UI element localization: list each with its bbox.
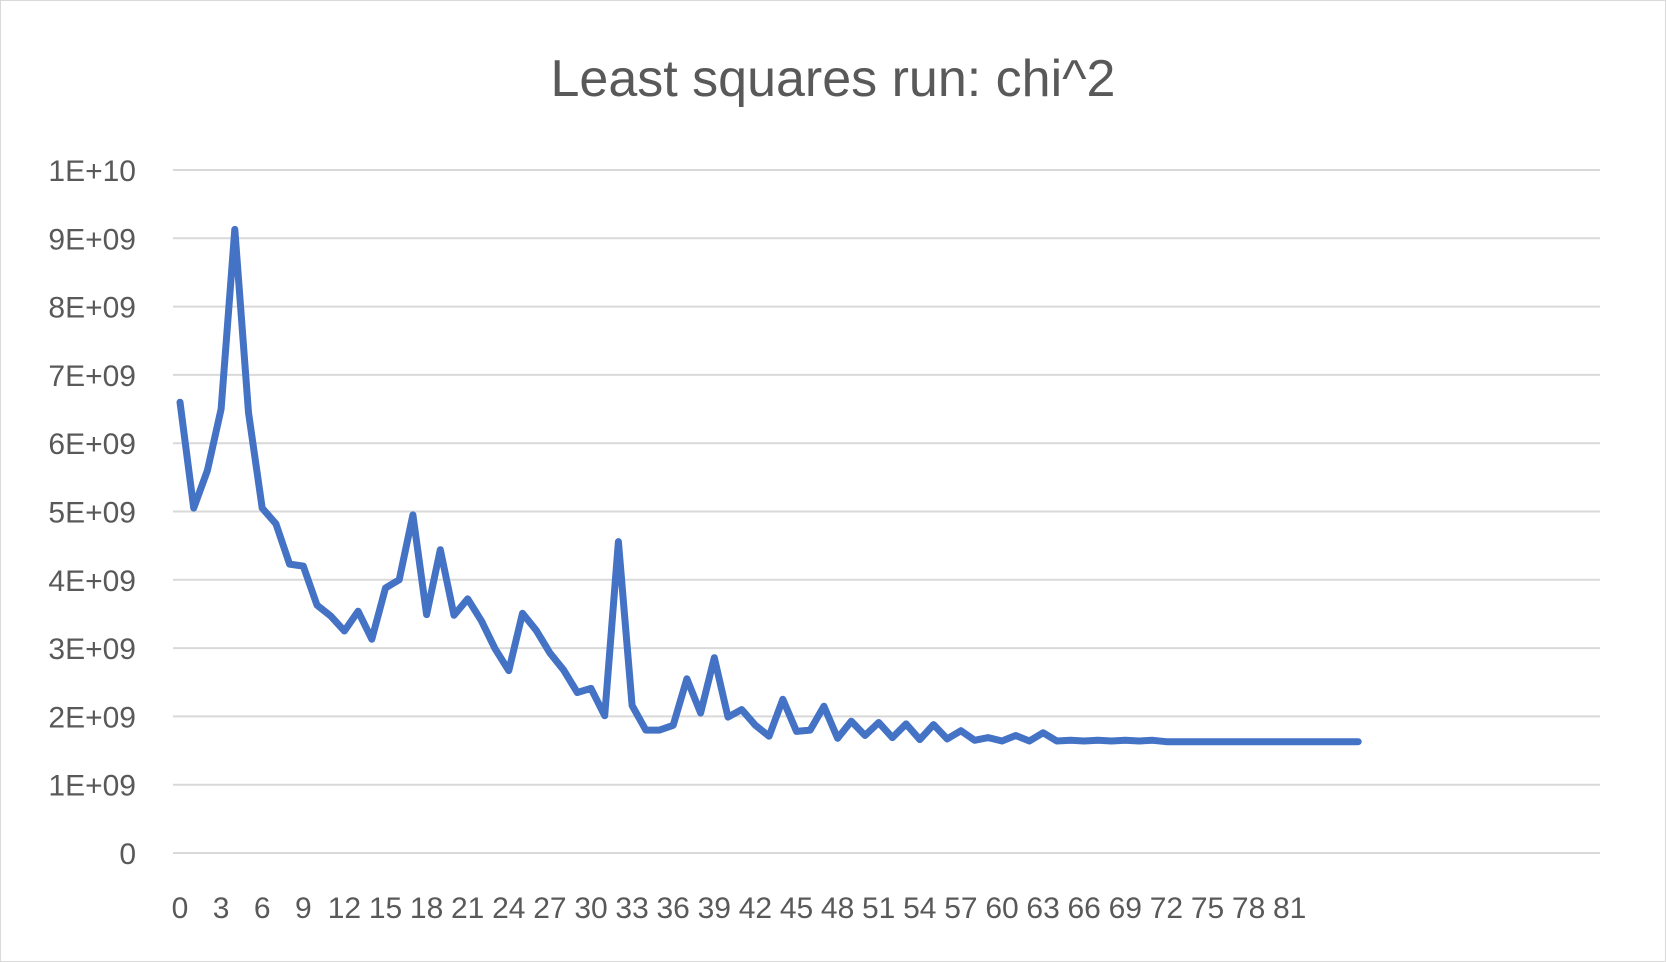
y-axis-tick-labels: 0 1E+09 2E+09 3E+09 4E+09 5E+09 6E+09 7E+09 8E+0… [48, 155, 136, 871]
x-tick-label: 78 [1232, 892, 1265, 925]
x-tick-label: 54 [903, 892, 936, 925]
x-tick-label: 18 [410, 892, 443, 925]
x-tick-label: 81 [1273, 892, 1306, 925]
gridlines [173, 169, 1600, 854]
y-tick-label: 7E+09 [48, 360, 136, 393]
x-tick-label: 66 [1068, 892, 1101, 925]
y-tick-label: 5E+09 [48, 497, 136, 530]
x-tick-label: 72 [1150, 892, 1183, 925]
x-tick-label: 21 [451, 892, 484, 925]
y-tick-label: 8E+09 [48, 292, 136, 325]
x-tick-label: 57 [944, 892, 977, 925]
x-tick-label: 60 [985, 892, 1018, 925]
series-layer [176, 225, 1362, 746]
x-tick-label: 0 [172, 892, 189, 925]
x-tick-label: 63 [1026, 892, 1059, 925]
x-tick-label: 30 [574, 892, 607, 925]
x-axis-tick-labels: 0 3 6 9 12 15 18 21 24 27 30 33 36 39 42 45 48 51 54 57 60 63… [172, 892, 1307, 925]
y-tick-label: 6E+09 [48, 428, 136, 461]
y-tick-label: 1E+10 [48, 155, 136, 188]
y-tick-label: 9E+09 [48, 223, 136, 256]
x-tick-label: 27 [533, 892, 566, 925]
x-tick-label: 3 [213, 892, 230, 925]
x-tick-label: 6 [254, 892, 271, 925]
x-tick-label: 33 [615, 892, 648, 925]
y-tick-label: 4E+09 [48, 565, 136, 598]
x-tick-label: 15 [369, 892, 402, 925]
x-tick-label: 36 [657, 892, 690, 925]
x-tick-label: 48 [821, 892, 854, 925]
x-tick-label: 42 [739, 892, 772, 925]
x-tick-label: 69 [1109, 892, 1142, 925]
y-tick-label: 0 [119, 838, 136, 871]
y-tick-label: 1E+09 [48, 770, 136, 803]
chart-title: Least squares run: chi^2 [551, 50, 1116, 108]
x-tick-label: 12 [328, 892, 361, 925]
x-tick-label: 9 [295, 892, 312, 925]
x-tick-label: 39 [698, 892, 731, 925]
x-tick-label: 24 [492, 892, 525, 925]
y-tick-label: 2E+09 [48, 701, 136, 734]
x-tick-label: 51 [862, 892, 895, 925]
series-line [176, 225, 1362, 746]
y-tick-label: 3E+09 [48, 633, 136, 666]
x-tick-label: 75 [1191, 892, 1224, 925]
x-tick-label: 45 [780, 892, 813, 925]
